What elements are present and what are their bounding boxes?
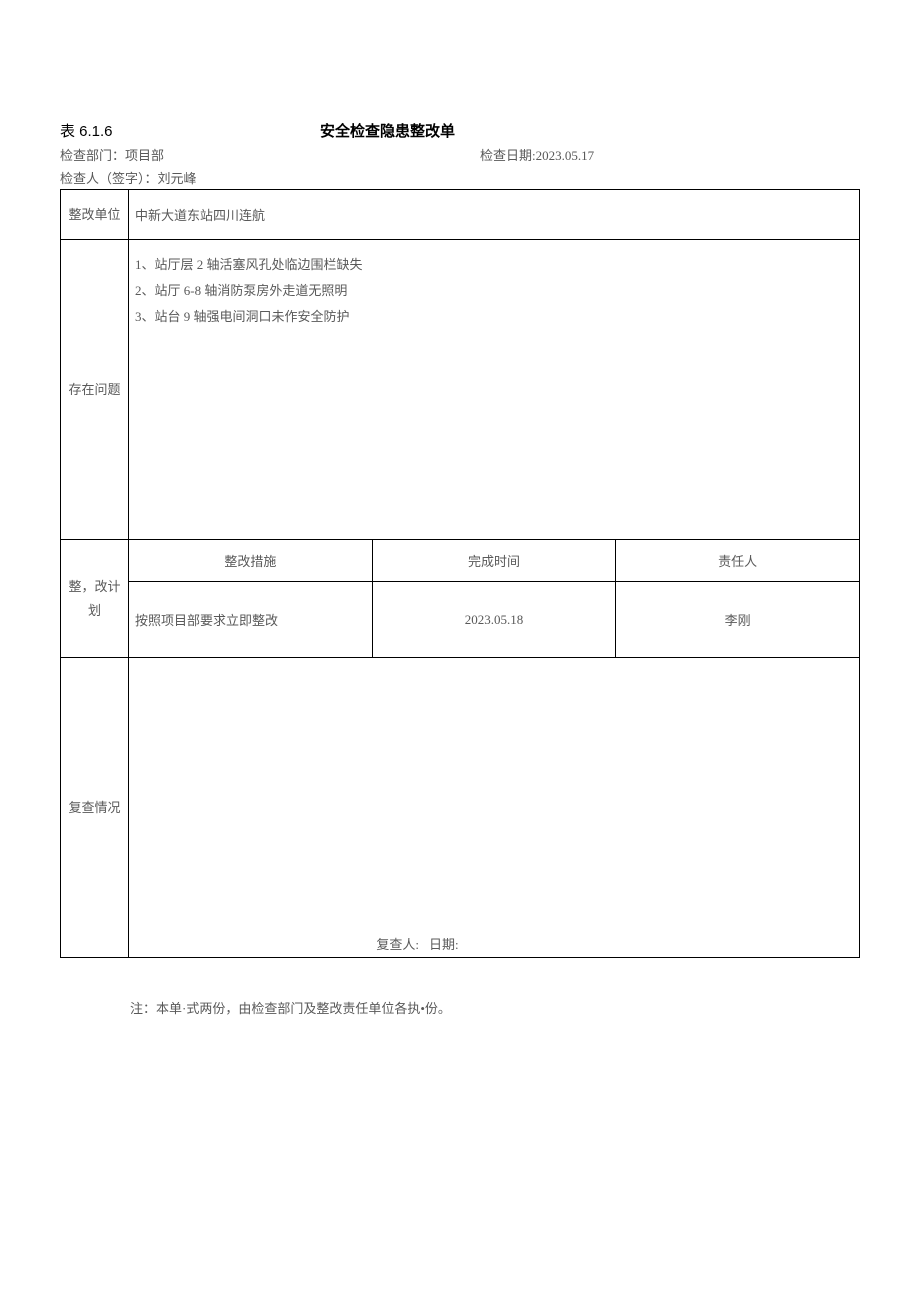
main-title: 安全检查隐患整改单 xyxy=(320,120,455,141)
document-page: 表 6.1.6 安全检查隐患整改单 检查部门：项目部 检查日期:2023.05.… xyxy=(0,0,920,1017)
measures-header: 整改措施 xyxy=(129,540,373,582)
inspector-label: 检查人（签字）： xyxy=(60,171,158,186)
problem-line-1: 1、站厅层 2 轴活塞风孔处临边围栏缺失 xyxy=(135,252,853,278)
problems-content: 1、站厅层 2 轴活塞风孔处临边围栏缺失 2、站厅 6-8 轴消防泵房外走道无照… xyxy=(129,240,860,540)
unit-label: 整改单位 xyxy=(61,190,129,240)
review-footer: 复查人: 日期: xyxy=(129,934,859,953)
plan-body-row: 按照项目部要求立即整改 2023.05.18 李刚 xyxy=(61,582,860,658)
inspector-value: 刘元峰 xyxy=(158,171,197,186)
signature-row: 检查人（签字）：刘元峰 xyxy=(60,168,860,187)
inspection-date-label: 检查日期: xyxy=(480,148,536,163)
inspection-dept: 检查部门：项目部 xyxy=(60,145,480,164)
problems-row: 存在问题 1、站厅层 2 轴活塞风孔处临边围栏缺失 2、站厅 6-8 轴消防泵房… xyxy=(61,240,860,540)
measures-value: 按照项目部要求立即整改 xyxy=(129,582,373,658)
review-row: 复查情况 复查人: 日期: xyxy=(61,658,860,958)
footer-note: 注：本单·式两份，由检查部门及整改责任单位各执•份。 xyxy=(60,998,860,1017)
header-row: 表 6.1.6 安全检查隐患整改单 xyxy=(60,120,860,141)
inspection-date-value: 2023.05.17 xyxy=(536,148,595,163)
inspection-date: 检查日期:2023.05.17 xyxy=(480,145,860,164)
problem-line-3: 3、站台 9 轴强电间洞口未作安全防护 xyxy=(135,304,853,330)
responsible-person-value: 李刚 xyxy=(616,582,860,658)
inspection-dept-label: 检查部门： xyxy=(60,148,125,163)
responsible-person-header: 责任人 xyxy=(616,540,860,582)
inspection-dept-value: 项目部 xyxy=(125,148,164,163)
main-table: 整改单位 中新大道东站四川连航 存在问题 1、站厅层 2 轴活塞风孔处临边围栏缺… xyxy=(60,189,860,958)
review-date-label: 日期: xyxy=(429,934,609,953)
review-content: 复查人: 日期: xyxy=(129,658,860,958)
reviewer-label: 复查人: xyxy=(129,934,429,953)
problems-label: 存在问题 xyxy=(61,240,129,540)
completion-time-header: 完成时间 xyxy=(372,540,616,582)
unit-value: 中新大道东站四川连航 xyxy=(129,190,860,240)
review-label: 复查情况 xyxy=(61,658,129,958)
unit-row: 整改单位 中新大道东站四川连航 xyxy=(61,190,860,240)
table-number: 表 6.1.6 xyxy=(60,120,320,141)
plan-label: 整，改计划 xyxy=(61,540,129,658)
info-row: 检查部门：项目部 检查日期:2023.05.17 xyxy=(60,145,860,164)
plan-header-row: 整，改计划 整改措施 完成时间 责任人 xyxy=(61,540,860,582)
completion-time-value: 2023.05.18 xyxy=(372,582,616,658)
problem-line-2: 2、站厅 6-8 轴消防泵房外走道无照明 xyxy=(135,278,853,304)
